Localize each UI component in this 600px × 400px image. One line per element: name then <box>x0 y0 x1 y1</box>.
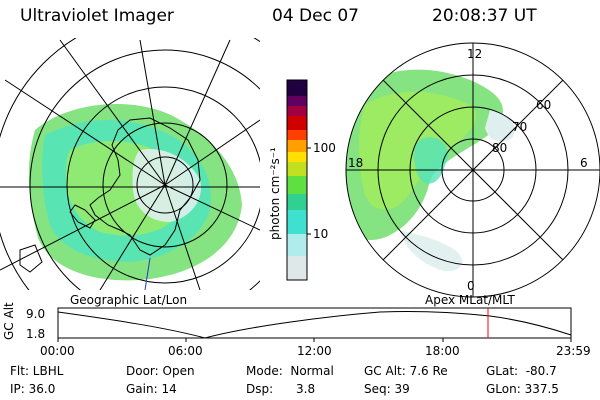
info-seq: Seq: 39 <box>364 382 410 396</box>
mlat-label-60: 60 <box>536 98 552 112</box>
gc-alt-xtick-1: 06:00 <box>168 344 203 358</box>
mlt-label-0: 0 <box>467 279 475 293</box>
gc-alt-ytick-top: 9.0 <box>26 307 46 321</box>
colorbar-tick-10: 10 <box>313 227 329 241</box>
gc-alt-xtick-0: 00:00 <box>40 344 75 358</box>
info-mode: Mode: Normal <box>246 364 334 378</box>
info-gcalt: GC Alt: 7.6 Re <box>364 364 448 378</box>
date-label: 04 Dec 07 <box>272 6 359 26</box>
colorbar <box>286 79 311 281</box>
colorbar-unit-label: photon cm⁻²s⁻¹ <box>268 147 282 240</box>
mlt-label-18: 18 <box>348 156 364 170</box>
instrument-title: Ultraviolet Imager <box>20 6 174 26</box>
gc-alt-ytick-bottom: 1.8 <box>26 327 46 341</box>
info-ip: IP: 36.0 <box>10 382 56 396</box>
mlat-label-70: 70 <box>512 120 528 134</box>
info-door: Door: Open <box>126 364 195 378</box>
right-panel-caption: Apex MLat/MLT <box>425 293 515 307</box>
gc-alt-ylabel: GC Alt <box>2 302 16 340</box>
mlt-label-12: 12 <box>467 47 483 61</box>
mlat-grid <box>345 42 600 298</box>
left-panel-caption: Geographic Lat/Lon <box>70 293 188 307</box>
info-glat: GLat: -80.7 <box>486 364 557 378</box>
gc-alt-plot <box>57 307 572 342</box>
gc-alt-xtick-2: 12:00 <box>297 344 332 358</box>
time-label: 20:08:37 UT <box>432 6 537 26</box>
colorbar-tick-100: 100 <box>313 141 336 155</box>
info-flt: Flt: LBHL <box>10 364 64 378</box>
mlt-label-6: 6 <box>580 156 588 170</box>
mlat-label-80: 80 <box>492 141 508 155</box>
gc-alt-xtick-3: 18:00 <box>425 344 460 358</box>
info-dsp: Dsp: 3.8 <box>246 382 316 396</box>
info-gain: Gain: 14 <box>126 382 177 396</box>
gc-alt-xtick-4: 23:59 <box>556 344 591 358</box>
info-glon: GLon: 337.5 <box>486 382 559 396</box>
